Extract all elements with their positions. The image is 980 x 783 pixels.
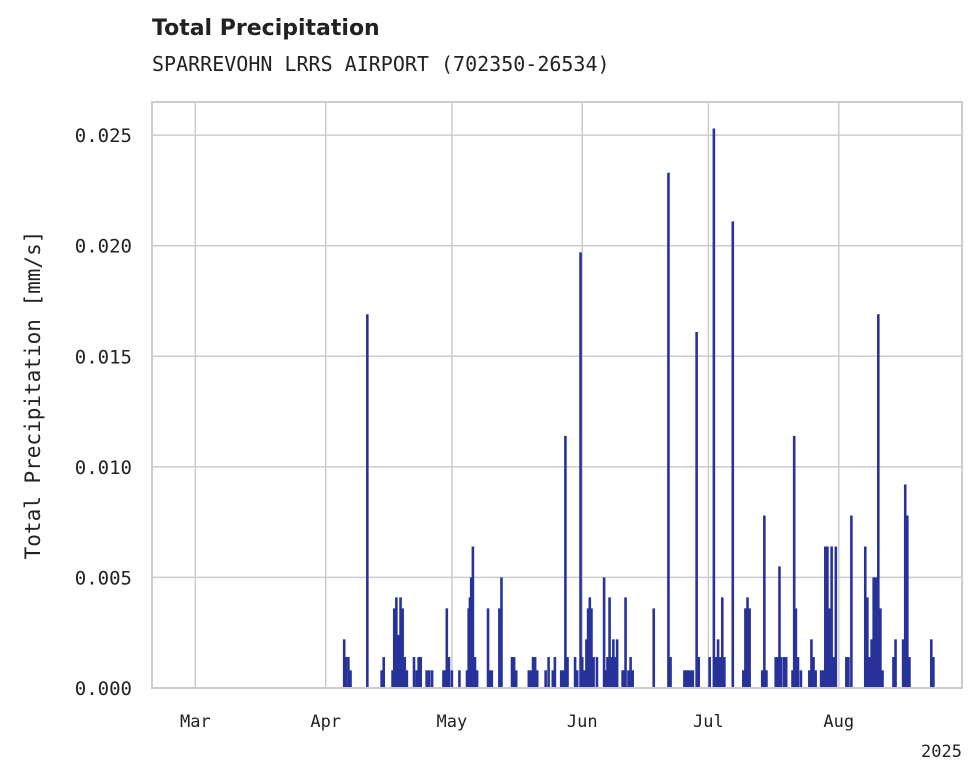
x-tick-label: Apr	[310, 712, 341, 732]
x-tick-label: Aug	[823, 712, 854, 732]
x-tick-label: Mar	[180, 712, 211, 732]
x-tick-label: May	[437, 712, 468, 732]
y-tick-label: 0.000	[75, 678, 132, 700]
chart-subtitle: SPARREVOHN LRRS AIRPORT (702350-26534)	[152, 52, 610, 76]
grid-lines	[152, 102, 962, 689]
y-tick-label: 0.020	[75, 236, 132, 258]
y-tick-labels: 0.000 0.005 0.010 0.015 0.020 0.025	[75, 125, 132, 700]
y-tick-label: 0.025	[75, 125, 132, 147]
precipitation-bars	[342, 128, 935, 688]
x-tick-label: Jul	[693, 712, 724, 732]
y-tick-label: 0.010	[75, 457, 132, 479]
x-tick-label: Jun	[567, 712, 598, 732]
chart-title: Total Precipitation	[152, 16, 380, 41]
x-tick-labels: Mar Apr May Jun Jul Aug	[180, 712, 854, 732]
y-tick-label: 0.005	[75, 567, 132, 589]
y-tick-label: 0.015	[75, 346, 132, 368]
year-label: 2025	[921, 742, 962, 762]
y-axis-label: Total Precipitation [mm/s]	[21, 231, 45, 560]
plot-frame	[151, 101, 963, 689]
